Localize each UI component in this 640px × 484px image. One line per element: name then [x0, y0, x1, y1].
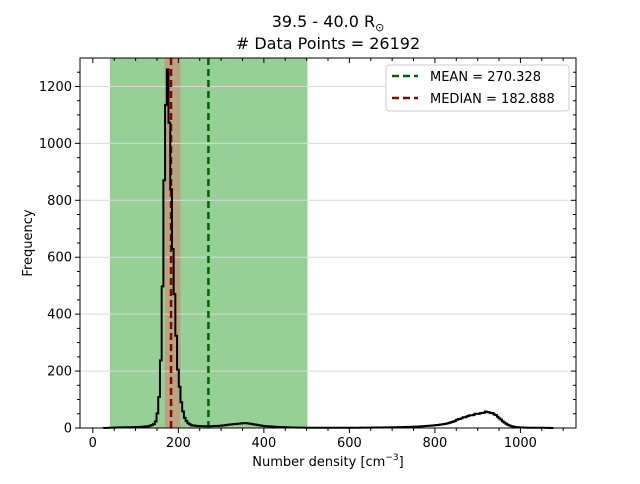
x-tick-label-400: 400 [251, 436, 276, 451]
x-tick-label-1000: 1000 [504, 436, 537, 451]
y-tick-label-600: 600 [47, 251, 72, 266]
y-axis-label: Frequency [21, 209, 36, 276]
legend-label-median: MEDIAN = 182.888 [430, 92, 555, 107]
y-tick-label-200: 200 [47, 365, 72, 380]
gridlines [80, 85, 576, 372]
x-tick-label-600: 600 [337, 436, 362, 451]
reference-lines [169, 58, 210, 428]
x-tick-label-200: 200 [166, 436, 191, 451]
legend: MEAN = 270.328 MEDIAN = 182.888 [385, 64, 570, 112]
legend-label-mean: MEAN = 270.328 [430, 70, 541, 85]
axis-ticks: 0 200 400 600 800 1000 0 200 400 600 800 1000 1200 [39, 58, 576, 451]
chart-title-line2: # Data Points = 26192 [236, 34, 420, 53]
legend-box [385, 64, 570, 112]
x-axis-label: Number density [cm−3] [252, 453, 403, 470]
x-tick-label-0: 0 [89, 436, 97, 451]
y-tick-label-1200: 1200 [39, 80, 72, 95]
y-tick-label-800: 800 [47, 194, 72, 209]
x-tick-label-800: 800 [422, 436, 447, 451]
chart-title-line1: 39.5 - 40.0 R⊙ [272, 12, 385, 34]
y-tick-label-1000: 1000 [39, 137, 72, 152]
y-tick-label-0: 0 [64, 422, 72, 437]
y-tick-label-400: 400 [47, 308, 72, 323]
